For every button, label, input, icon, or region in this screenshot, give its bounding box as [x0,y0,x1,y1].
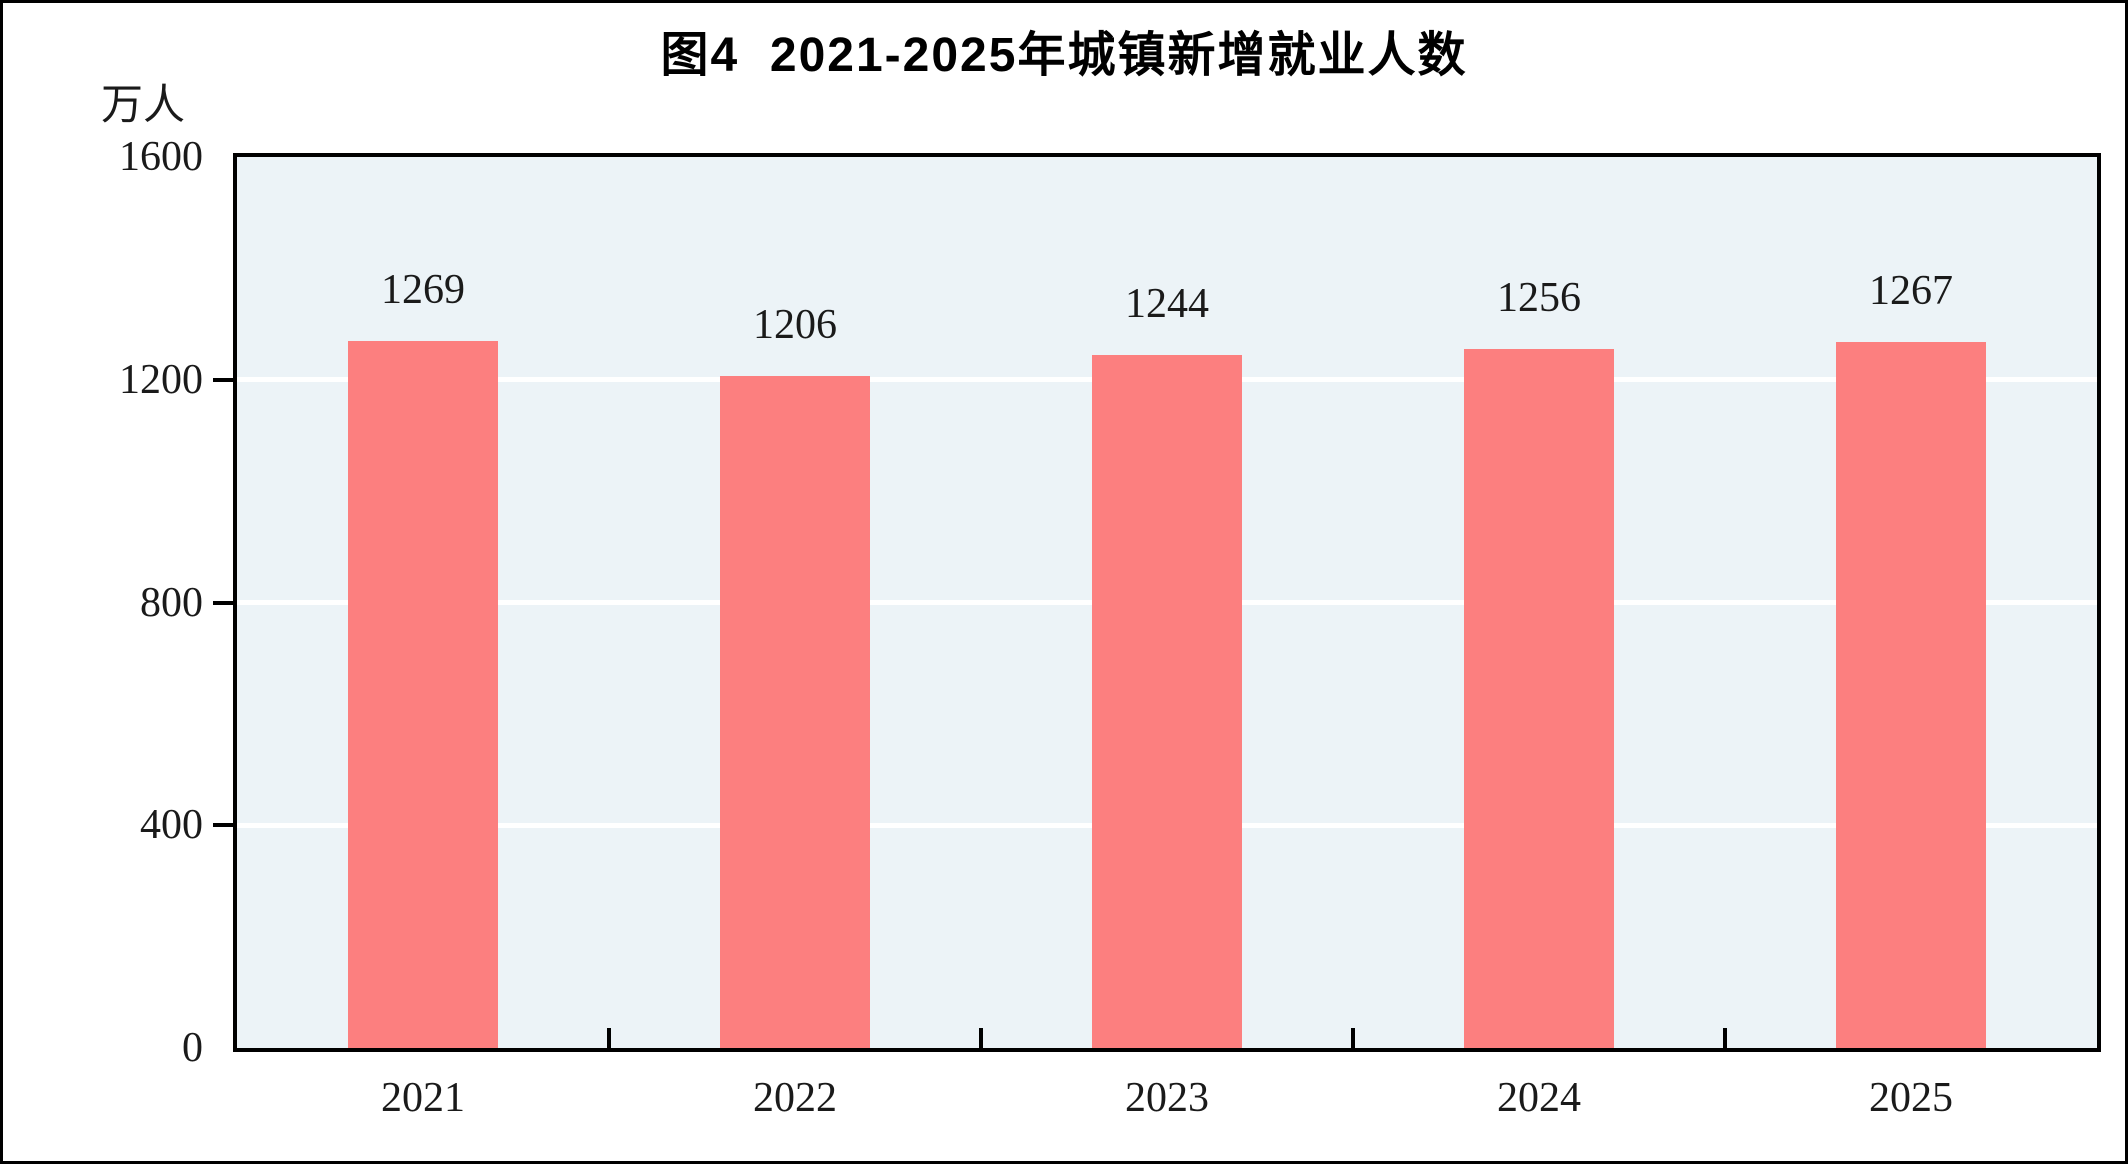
y-tick-label: 0 [182,1025,203,1071]
y-axis-unit-label: 万人 [101,83,186,129]
bar [1464,348,1614,1048]
y-tick-label: 1600 [119,134,203,180]
y-tick-label: 400 [140,802,203,849]
bar [1092,355,1242,1048]
chart-title: 图4 2021-2025年城镇新增就业人数 [660,29,1468,82]
bar-value-label: 1256 [1497,274,1581,321]
y-tick-label: 800 [140,579,203,626]
x-tick-label: 2021 [381,1075,465,1121]
y-axis-tick-mark [213,823,233,828]
x-tick-label: 2025 [1869,1075,1953,1121]
bar-value-label: 1269 [381,267,465,314]
x-axis-tick-mark [1351,1028,1355,1048]
x-tick-label: 2023 [1125,1075,1209,1121]
x-tick-label: 2022 [753,1075,837,1121]
x-tick-label: 2024 [1497,1075,1581,1121]
bar [720,376,870,1048]
y-tick-label: 1200 [119,356,203,403]
y-axis-tick-mark [213,377,233,382]
bar [348,341,498,1048]
x-axis-tick-mark [979,1028,983,1048]
y-axis-tick-mark [213,600,233,605]
bar-value-label: 1267 [1869,268,1953,315]
x-axis-tick-mark [607,1028,611,1048]
plot-area: 1269 1206 1244 1256 1267 [233,153,2101,1052]
bar-value-label: 1244 [1125,281,1209,328]
bar-value-label: 1206 [753,302,837,349]
bar [1836,342,1986,1048]
x-axis-tick-mark [1723,1028,1727,1048]
